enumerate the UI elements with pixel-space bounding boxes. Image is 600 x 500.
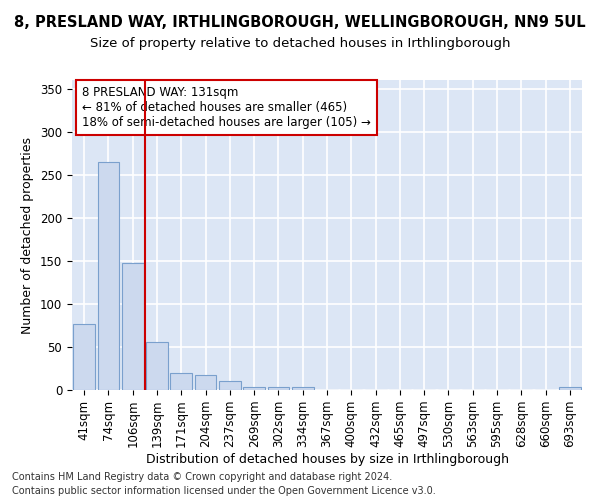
Text: Contains public sector information licensed under the Open Government Licence v3: Contains public sector information licen…: [12, 486, 436, 496]
Y-axis label: Number of detached properties: Number of detached properties: [22, 136, 34, 334]
Text: Contains HM Land Registry data © Crown copyright and database right 2024.: Contains HM Land Registry data © Crown c…: [12, 472, 392, 482]
Bar: [170, 373, 192, 390]
Bar: [268, 386, 289, 390]
X-axis label: Distribution of detached houses by size in Irthlingborough: Distribution of detached houses by size …: [146, 453, 509, 466]
Bar: [73, 324, 95, 390]
Bar: [194, 374, 217, 390]
Text: 8, PRESLAND WAY, IRTHLINGBOROUGH, WELLINGBOROUGH, NN9 5UL: 8, PRESLAND WAY, IRTHLINGBOROUGH, WELLIN…: [14, 15, 586, 30]
Text: Size of property relative to detached houses in Irthlingborough: Size of property relative to detached ho…: [90, 38, 510, 51]
Bar: [243, 386, 265, 390]
Bar: [97, 162, 119, 390]
Text: 8 PRESLAND WAY: 131sqm
← 81% of detached houses are smaller (465)
18% of semi-de: 8 PRESLAND WAY: 131sqm ← 81% of detached…: [82, 86, 371, 129]
Bar: [292, 386, 314, 390]
Bar: [146, 342, 168, 390]
Bar: [559, 388, 581, 390]
Bar: [219, 382, 241, 390]
Bar: [122, 264, 143, 390]
